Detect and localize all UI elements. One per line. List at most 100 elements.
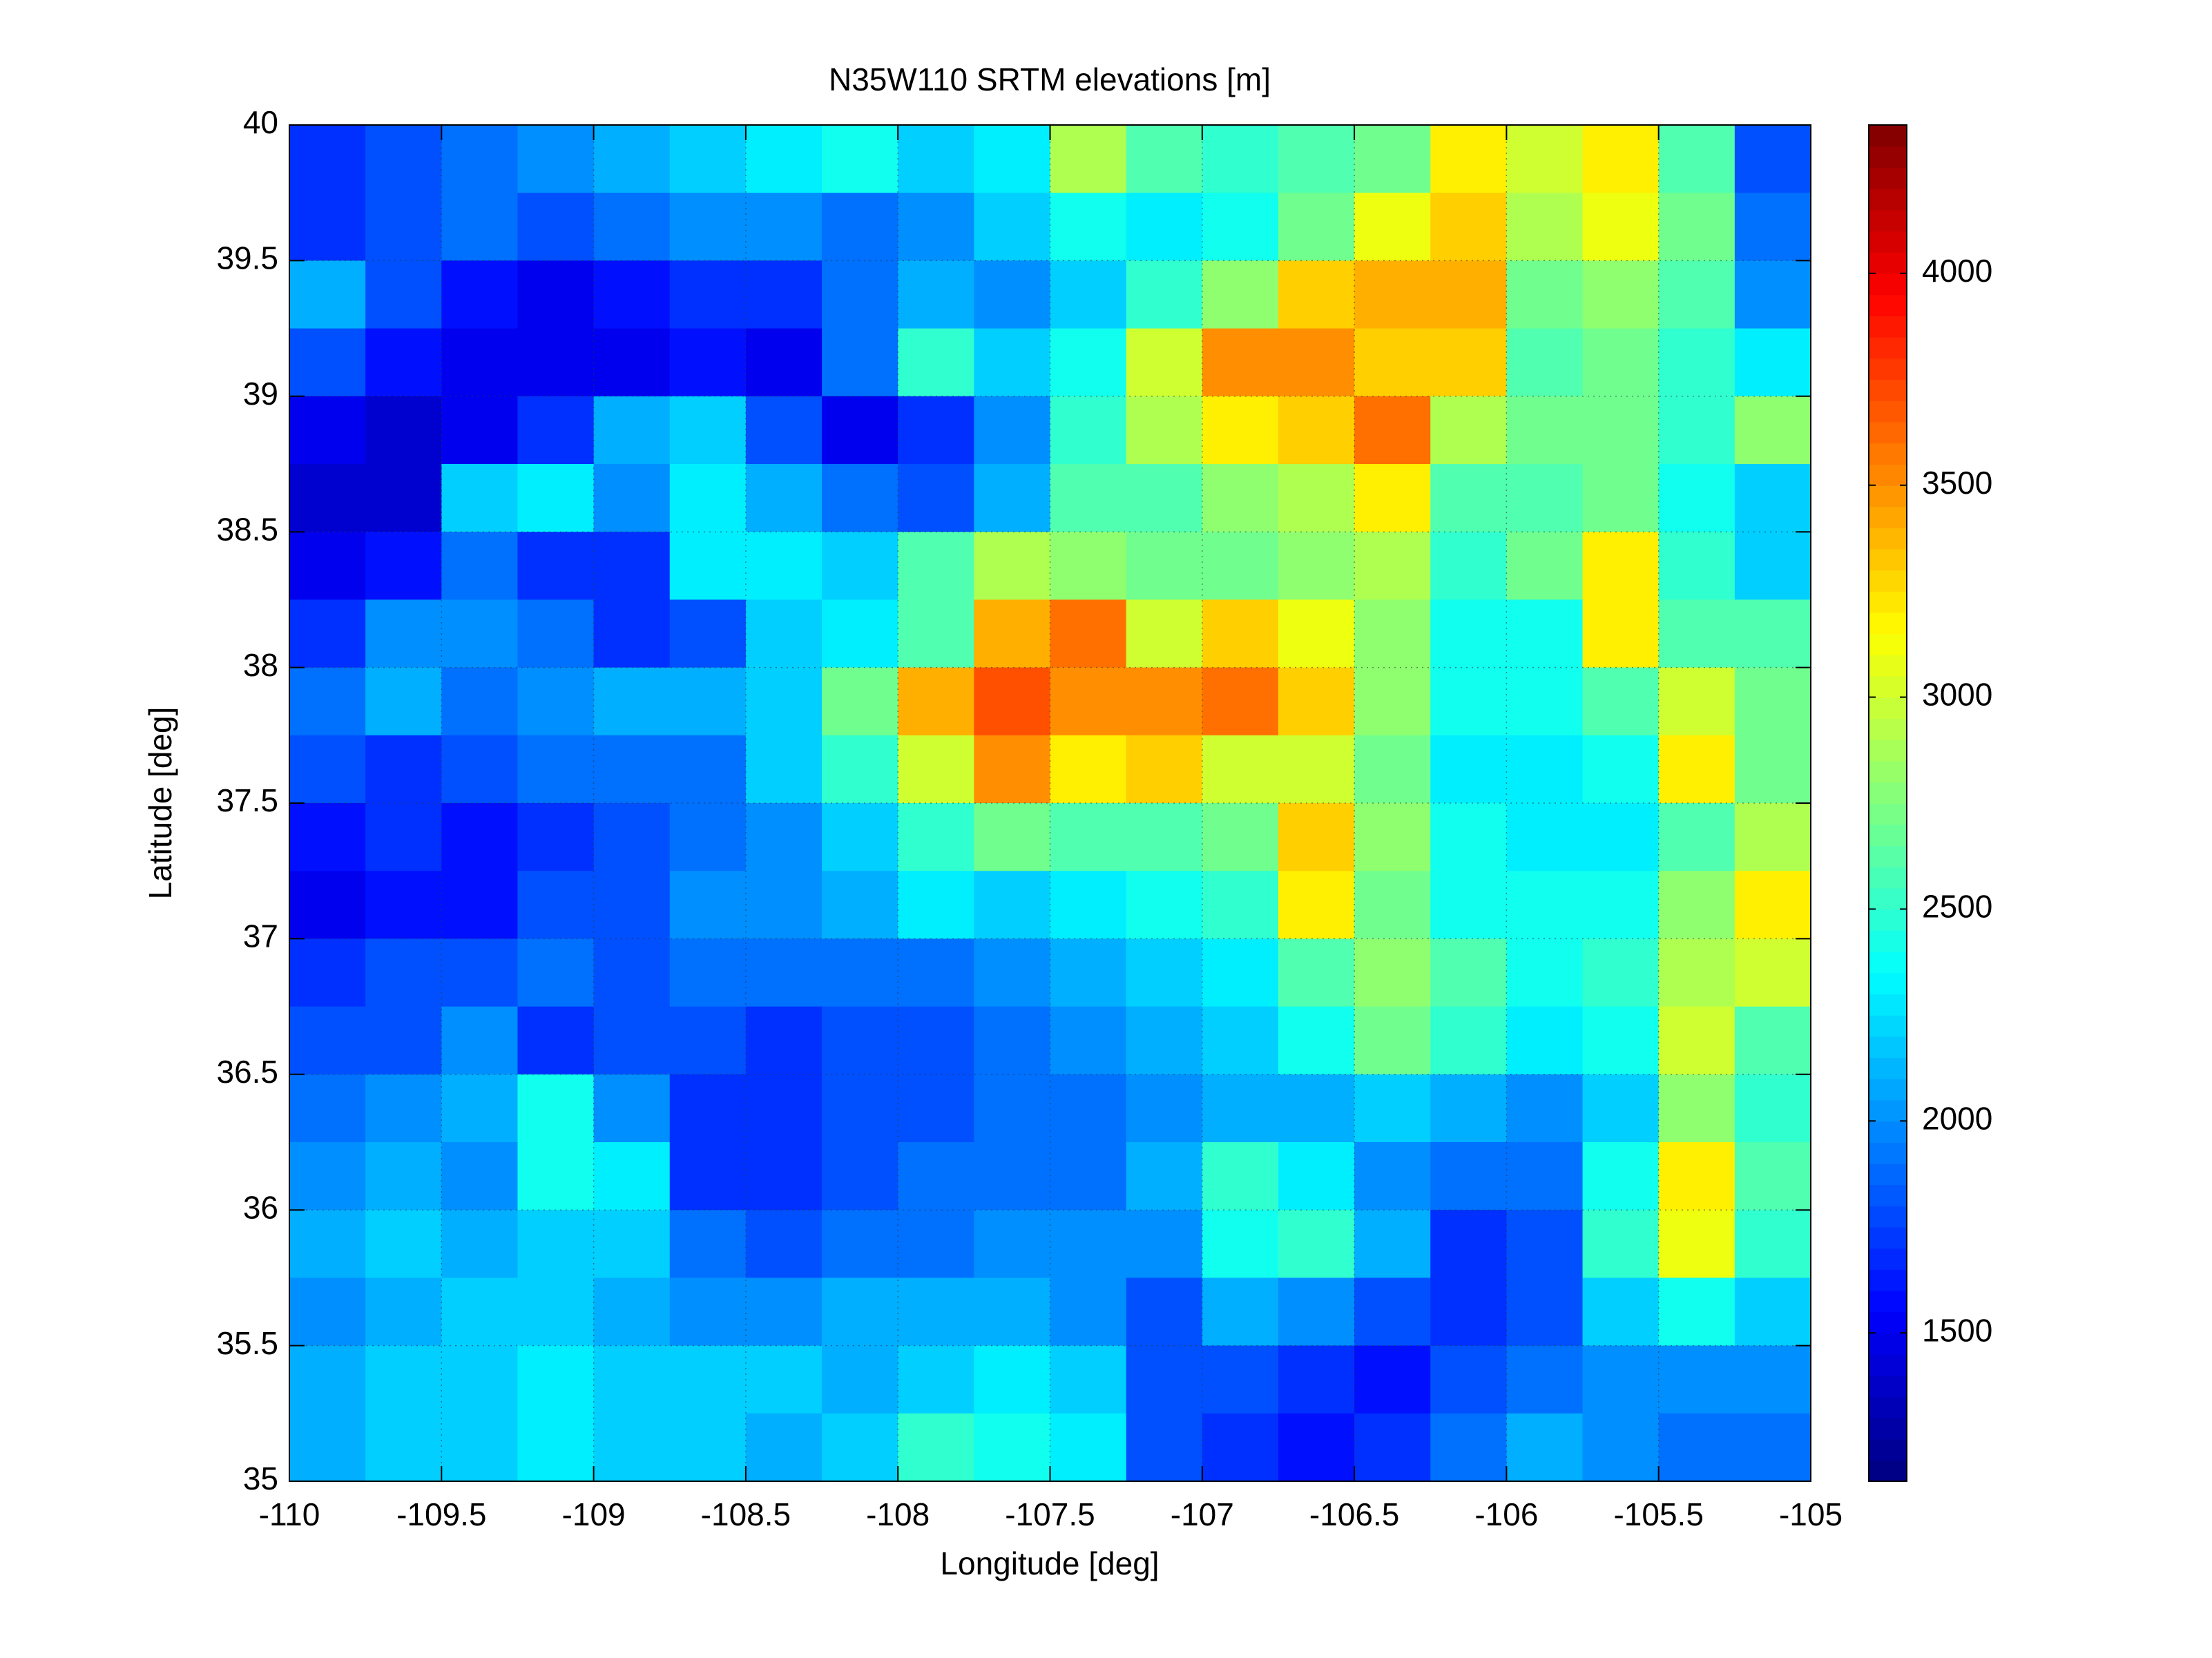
heatmap-cell: [974, 1074, 1051, 1143]
plot-frame: [289, 124, 1811, 1482]
heatmap-cell: [1506, 667, 1584, 736]
colorbar-band: [1869, 1417, 1907, 1440]
heatmap-cell: [1582, 871, 1660, 940]
heatmap-cell: [1506, 735, 1584, 804]
heatmap-cell: [1430, 599, 1508, 668]
heatmap-cell: [1202, 1006, 1279, 1075]
colorbar-band: [1869, 591, 1907, 613]
colorbar-band: [1869, 972, 1907, 994]
heatmap-cell: [1354, 1142, 1432, 1211]
heatmap-cell: [1278, 532, 1355, 601]
heatmap-cell: [441, 464, 519, 532]
heatmap-cell: [1202, 1278, 1279, 1347]
heatmap-cell: [669, 938, 747, 1008]
heatmap-cell: [1278, 667, 1355, 736]
heatmap-cell: [822, 1006, 898, 1075]
x-tick-label: -106.5: [1309, 1496, 1399, 1532]
heatmap-cell: [1582, 599, 1660, 668]
heatmap-cell: [669, 1345, 747, 1414]
heatmap-cell: [1430, 1345, 1508, 1414]
heatmap-cell: [289, 599, 366, 668]
heatmap-cell: [441, 1210, 519, 1279]
colorbar-band: [1869, 760, 1907, 783]
heatmap-cell: [745, 1413, 823, 1482]
heatmap-cell: [1582, 1074, 1660, 1143]
x-tick-label: -108: [866, 1496, 930, 1532]
colorbar-band: [1869, 675, 1907, 698]
heatmap-cell: [1202, 803, 1279, 871]
heatmap-cell: [1430, 1006, 1508, 1075]
heatmap-cell: [1126, 1345, 1203, 1414]
heatmap-cell: [1506, 1074, 1584, 1143]
heatmap-cell: [289, 532, 366, 601]
heatmap-cell: [745, 125, 823, 193]
heatmap-cell: [898, 193, 975, 262]
heatmap-cell: [1050, 396, 1127, 465]
heatmap-cell: [898, 1345, 975, 1414]
heatmap-cell: [1050, 667, 1127, 736]
heatmap-cell: [441, 1278, 519, 1347]
heatmap-cell: [365, 938, 443, 1008]
colorbar-band: [1869, 930, 1907, 952]
heatmap-cell: [1354, 328, 1432, 397]
heatmap-cell: [365, 1210, 443, 1279]
heatmap-cell: [1430, 464, 1508, 532]
heatmap-cell: [1126, 735, 1203, 804]
colorbar-band: [1869, 273, 1907, 296]
heatmap-cell: [745, 193, 823, 262]
heatmap-cell: [1126, 464, 1203, 532]
heatmap-cell: [365, 667, 443, 736]
colorbar-tick-label: 2500: [1922, 889, 1992, 925]
colorbar-band: [1869, 146, 1907, 168]
heatmap-cell: [1506, 1413, 1584, 1482]
x-tick-label: -106: [1474, 1496, 1538, 1532]
heatmap-cell: [974, 1278, 1051, 1347]
heatmap-cell: [1126, 328, 1203, 397]
heatmap-cell: [1278, 1210, 1355, 1279]
heatmap-cell: [1278, 1074, 1355, 1143]
heatmap-cell: [974, 1210, 1051, 1279]
heatmap-cell: [669, 1210, 747, 1279]
colorbar-band: [1869, 485, 1907, 508]
heatmap-cell: [441, 532, 519, 601]
heatmap-cell: [1582, 125, 1660, 193]
heatmap-cell: [745, 532, 823, 601]
heatmap-cell: [1278, 1142, 1355, 1211]
colorbar-band: [1869, 336, 1907, 359]
heatmap-cell: [822, 1074, 898, 1143]
heatmap-cell: [1126, 396, 1203, 465]
heatmap-cell: [745, 803, 823, 871]
heatmap-cell: [1734, 1210, 1811, 1279]
heatmap-cell: [517, 1210, 595, 1279]
heatmap-cell: [1506, 599, 1584, 668]
heatmap-cell: [1734, 1345, 1811, 1414]
heatmap-cell: [1734, 1006, 1811, 1075]
heatmap-cell: [517, 1142, 595, 1211]
heatmap-cell: [1202, 396, 1279, 465]
heatmap-cell: [669, 599, 747, 668]
heatmap-cell: [822, 599, 898, 668]
colorbar-band: [1869, 294, 1907, 316]
heatmap-cell: [1050, 1278, 1127, 1347]
heatmap-cell: [1734, 1142, 1811, 1211]
colorbar-band: [1869, 824, 1907, 847]
y-axis-label: Latitude [deg]: [142, 707, 178, 900]
heatmap-cell: [1202, 1345, 1279, 1414]
heatmap-cell: [1354, 193, 1432, 262]
heatmap-cell: [289, 803, 366, 871]
heatmap-cell: [1202, 260, 1279, 329]
colorbar-band: [1869, 1057, 1907, 1079]
colorbar-band: [1869, 655, 1907, 677]
heatmap-cell: [822, 464, 898, 532]
heatmap-cell: [517, 735, 595, 804]
heatmap-cell: [822, 532, 898, 601]
heatmap-cell: [974, 260, 1051, 329]
heatmap-cell: [593, 1413, 671, 1482]
heatmap-cell: [1582, 193, 1660, 262]
heatmap-cell: [365, 396, 443, 465]
heatmap-cell: [593, 667, 671, 736]
heatmap-cell: [1430, 125, 1508, 193]
heatmap-cell: [822, 1278, 898, 1347]
heatmap-cell: [1050, 1074, 1127, 1143]
heatmap-cell: [1278, 396, 1355, 465]
